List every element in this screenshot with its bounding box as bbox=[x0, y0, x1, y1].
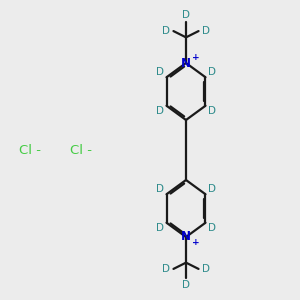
Text: D: D bbox=[162, 264, 170, 274]
Text: D: D bbox=[208, 184, 216, 194]
Text: D: D bbox=[156, 67, 164, 77]
Text: D: D bbox=[182, 10, 190, 20]
Text: D: D bbox=[156, 106, 164, 116]
Text: D: D bbox=[208, 223, 216, 233]
Text: D: D bbox=[208, 67, 216, 77]
Text: D: D bbox=[182, 280, 190, 290]
Text: D: D bbox=[208, 106, 216, 116]
Text: D: D bbox=[156, 223, 164, 233]
Text: Cl -: Cl - bbox=[19, 143, 41, 157]
Text: Cl -: Cl - bbox=[70, 143, 92, 157]
Text: +: + bbox=[192, 238, 200, 247]
Text: D: D bbox=[156, 184, 164, 194]
Text: D: D bbox=[162, 26, 170, 36]
Text: N: N bbox=[181, 230, 191, 244]
Text: D: D bbox=[202, 264, 210, 274]
Text: N: N bbox=[181, 56, 191, 70]
Text: D: D bbox=[202, 26, 210, 36]
Text: +: + bbox=[192, 53, 200, 62]
